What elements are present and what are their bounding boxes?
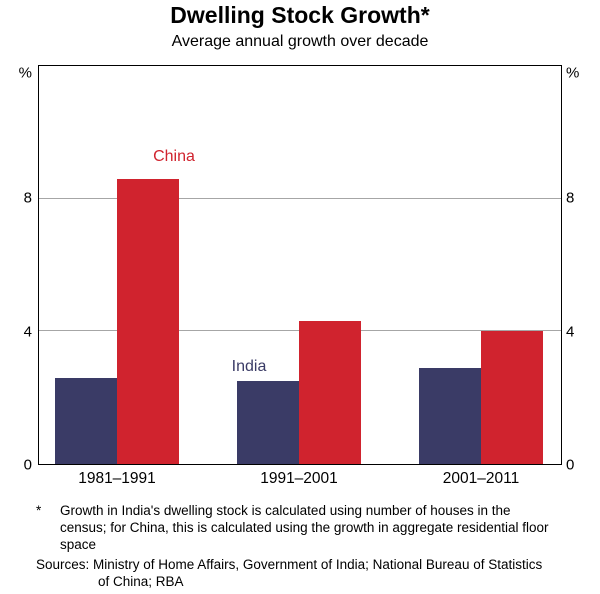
y-tick-label: 8	[566, 189, 575, 207]
chart-subtitle: Average annual growth over decade	[171, 33, 429, 50]
y-tick-label: 8	[23, 189, 32, 207]
y-tick-label: 0	[566, 456, 575, 474]
x-axis-labels: 1981–1991 1991–2001 2001–2011	[38, 470, 562, 492]
y-tick-label: 4	[23, 323, 32, 341]
footnote-text: Growth in India's dwelling stock is calc…	[60, 503, 549, 552]
bar-china-2	[481, 331, 543, 464]
bar-india-0	[55, 377, 117, 464]
x-axis-label: 2001–2011	[442, 470, 520, 487]
plot-area: China India	[38, 65, 562, 465]
y-axis-unit: %	[566, 64, 580, 82]
footnote-marker: *	[36, 503, 42, 518]
y-axis-unit: %	[18, 64, 32, 82]
y-tick-label: 0	[23, 456, 32, 474]
bar-india-2	[419, 367, 481, 464]
series-label-china: China	[153, 148, 195, 165]
bar-china-0	[117, 178, 179, 464]
series-label-india: India	[231, 358, 267, 375]
gridline	[39, 197, 561, 199]
y-axis-right: % 0 4 8	[566, 64, 596, 474]
chart-title: Dwelling Stock Growth*	[170, 2, 430, 28]
x-axis-label: 1991–2001	[260, 470, 338, 487]
sources-note: Sources: Ministry of Home Affairs, Gover…	[36, 557, 543, 589]
footnote: * Growth in India's dwelling stock is ca…	[36, 502, 558, 553]
y-tick-label: 4	[566, 323, 575, 341]
bar-china-1	[299, 321, 361, 464]
x-axis-label: 1981–1991	[78, 470, 156, 487]
y-axis-left: % 0 4 8	[2, 64, 32, 474]
bar-india-1	[237, 381, 299, 464]
